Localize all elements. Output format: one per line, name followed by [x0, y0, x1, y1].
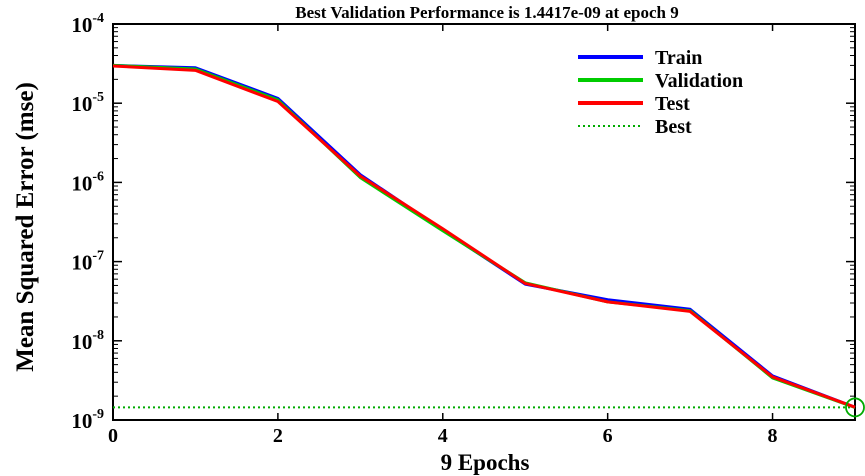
y-tick-label: 10-5: [71, 90, 104, 116]
x-tick-label: 0: [108, 425, 118, 447]
legend-label-validation: Validation: [655, 70, 743, 92]
test-line: [112, 64, 856, 409]
y-axis: 10-9 10-8 10-7 10-6 10-5 10-4: [71, 11, 855, 433]
x-tick-label: 8: [768, 425, 778, 447]
y-axis-label: Mean Squared Error (mse): [12, 82, 39, 372]
legend-label-train: Train: [655, 47, 702, 69]
series-layer: [112, 63, 865, 418]
x-tick-label: 4: [438, 425, 448, 447]
legend-label-test: Test: [655, 93, 690, 115]
x-tick-label: 2: [273, 425, 283, 447]
y-tick-label: 10-8: [71, 328, 104, 354]
y-tick-label: 10-6: [71, 169, 104, 195]
y-tick-label: 10-7: [71, 249, 104, 275]
x-axis-label: 9 Epochs: [441, 450, 530, 475]
plot-area: [112, 23, 856, 421]
legend-label-best: Best: [655, 116, 692, 138]
y-tick-label: 10-9: [71, 407, 104, 433]
x-axis: 0 2 4 6 8: [108, 24, 778, 447]
chart-title: Best Validation Performance is 1.4417e-0…: [295, 3, 678, 22]
x-tick-label: 6: [603, 425, 613, 447]
y-tick-label: 10-4: [71, 11, 104, 37]
best-marker: [845, 397, 865, 418]
